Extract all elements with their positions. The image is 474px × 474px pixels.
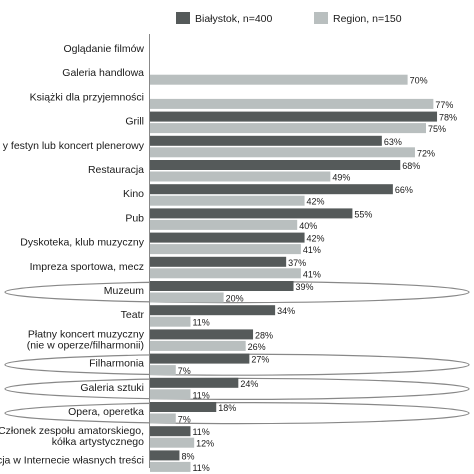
category-label-y-festyn-lub-koncert-plenerowy: y festyn lub koncert plenerowy	[3, 140, 145, 152]
value-label-region-pub: 40%	[299, 221, 317, 231]
bar-bialystok-kino	[150, 184, 393, 195]
bars	[150, 74, 438, 472]
value-label-region-kino: 42%	[307, 197, 325, 207]
bar-region-kino	[150, 195, 305, 206]
bar-bialystok-pub	[150, 208, 353, 219]
bar-region-dyskoteka-klub-muzyczny	[150, 244, 301, 255]
value-label-bialystok-restauracja: 68%	[402, 161, 420, 171]
category-label-filharmonia: Filharmonia	[89, 358, 144, 370]
value-label-bialystok-galeria-sztuki: 24%	[240, 379, 258, 389]
legend-swatch-bialystok	[176, 12, 190, 24]
value-label-region-muzeum: 20%	[226, 294, 244, 304]
value-label-region-restauracja: 49%	[332, 173, 350, 183]
category-label-grill: Grill	[125, 116, 144, 128]
category-label-kino: Kino	[123, 188, 144, 200]
category-label-ogladanie-filmow: Oglądanie filmów	[63, 43, 144, 55]
value-label-region-filharmonia: 7%	[178, 366, 191, 376]
bar-region-muzeum	[150, 292, 224, 303]
value-label-bialystok-platny-koncert-muzyczny: 28%	[255, 330, 273, 340]
value-label-region-ksiazki-dla-przyjemnosci: 77%	[435, 100, 453, 110]
bar-region-filharmonia	[150, 365, 176, 376]
bar-region-restauracja	[150, 171, 331, 182]
value-label-bialystok-pub: 55%	[354, 209, 372, 219]
value-labels: 70%77%78%75%63%72%68%49%66%42%55%40%42%4…	[178, 76, 457, 473]
value-label-region-cja-w-internecie-wlasnych-tresci: 11%	[192, 463, 209, 473]
bar-bialystok-restauracja	[150, 160, 401, 170]
value-label-bialystok-grill: 78%	[439, 113, 457, 123]
category-label-galeria-handlowa: Galeria handlowa	[62, 67, 144, 79]
value-label-bialystok-teatr: 34%	[277, 306, 295, 316]
bar-region-grill	[150, 123, 426, 134]
value-label-bialystok-y-festyn-lub-koncert-plenerowy: 63%	[384, 137, 402, 147]
category-labels: Oglądanie filmów Galeria handlowa Książki …	[0, 43, 145, 466]
value-label-region-y-festyn-lub-koncert-plenerowy: 72%	[417, 148, 435, 158]
bar-bialystok-cja-w-internecie-wlasnych-tresci	[150, 450, 180, 461]
value-label-bialystok-filharmonia: 27%	[251, 355, 269, 365]
legend-swatch-region	[314, 12, 328, 24]
category-label-czlonek-zespolu-amatorskiego: Członek zespołu amatorskiego, kółka artys…	[0, 425, 144, 448]
bar-region-galeria-sztuki	[150, 389, 191, 400]
value-label-region-dyskoteka-klub-muzyczny: 41%	[303, 245, 321, 255]
bar-bialystok-galeria-sztuki	[150, 377, 239, 388]
value-label-region-czlonek-zespolu-amatorskiego: 12%	[196, 439, 214, 449]
category-label-restauracja: Restauracja	[88, 164, 144, 176]
bar-region-pub	[150, 219, 298, 230]
category-label-ksiazki-dla-przyjemnosci: Książki dla przyjemności	[30, 91, 144, 103]
category-label-opera-operetka: Opera, operetka	[68, 406, 144, 418]
bar-bialystok-opera-operetka	[150, 402, 217, 412]
value-label-region-opera-operetka: 7%	[178, 415, 191, 425]
category-label-platny-koncert-muzyczny: Płatny koncert muzyczny (nie w operze/fil…	[27, 328, 145, 351]
category-label-galeria-sztuki: Galeria sztuki	[80, 382, 144, 394]
category-label-impreza-sportowa-mecz: Impreza sportowa, mecz	[30, 261, 144, 273]
category-label-cja-w-internecie-wlasnych-tresci: cja w Internecie własnych treści	[0, 454, 144, 466]
value-label-bialystok-cja-w-internecie-wlasnych-tresci: 8%	[181, 451, 194, 461]
bar-region-impreza-sportowa-mecz	[150, 268, 301, 279]
bar-bialystok-dyskoteka-klub-muzyczny	[150, 232, 305, 243]
bar-region-y-festyn-lub-koncert-plenerowy	[150, 147, 415, 158]
value-label-region-galeria-sztuki: 11%	[192, 390, 209, 400]
bar-region-platny-koncert-muzyczny	[150, 340, 246, 351]
bar-bialystok-czlonek-zespolu-amatorskiego	[150, 426, 191, 437]
category-label-muzeum: Muzeum	[104, 285, 145, 297]
highlight-opera-operetka	[4, 402, 470, 425]
legend: Białystok, n=400 Region, n=150	[176, 12, 402, 25]
bar-region-teatr	[150, 316, 191, 327]
legend-label-region: Region, n=150	[333, 13, 402, 25]
bar-bialystok-filharmonia	[150, 353, 250, 364]
category-label-teatr: Teatr	[121, 309, 145, 321]
category-label-pub: Pub	[125, 212, 144, 224]
value-label-region-platny-koncert-muzyczny: 26%	[248, 342, 266, 352]
bar-bialystok-platny-koncert-muzyczny	[150, 329, 254, 340]
bar-region-ksiazki-dla-przyjemnosci	[150, 98, 434, 109]
value-label-bialystok-muzeum: 39%	[296, 282, 314, 292]
bar-bialystok-teatr	[150, 305, 276, 316]
bar-region-cja-w-internecie-wlasnych-tresci	[150, 461, 191, 472]
value-label-region-impreza-sportowa-mecz: 41%	[303, 269, 321, 279]
bar-bialystok-y-festyn-lub-koncert-plenerowy	[150, 135, 382, 146]
bar-bialystok-impreza-sportowa-mecz	[150, 256, 287, 267]
bar-region-galeria-handlowa	[150, 74, 408, 85]
bar-region-opera-operetka	[150, 413, 176, 424]
value-label-bialystok-czlonek-zespolu-amatorskiego: 11%	[192, 427, 209, 437]
value-label-bialystok-dyskoteka-klub-muzyczny: 42%	[307, 234, 325, 244]
value-label-bialystok-kino: 66%	[395, 185, 413, 195]
value-label-region-teatr: 11%	[192, 318, 209, 328]
bar-bialystok-muzeum	[150, 281, 294, 291]
legend-label-bialystok: Białystok, n=400	[195, 13, 273, 25]
value-label-region-grill: 75%	[428, 124, 446, 134]
value-label-region-galeria-handlowa: 70%	[410, 76, 428, 86]
value-label-bialystok-impreza-sportowa-mecz: 37%	[288, 258, 306, 268]
category-label-dyskoteka-klub-muzyczny: Dyskoteka, klub muzyczny	[20, 237, 144, 249]
bar-bialystok-grill	[150, 111, 438, 122]
bar-region-czlonek-zespolu-amatorskiego	[150, 437, 195, 448]
value-label-bialystok-opera-operetka: 18%	[218, 403, 236, 413]
